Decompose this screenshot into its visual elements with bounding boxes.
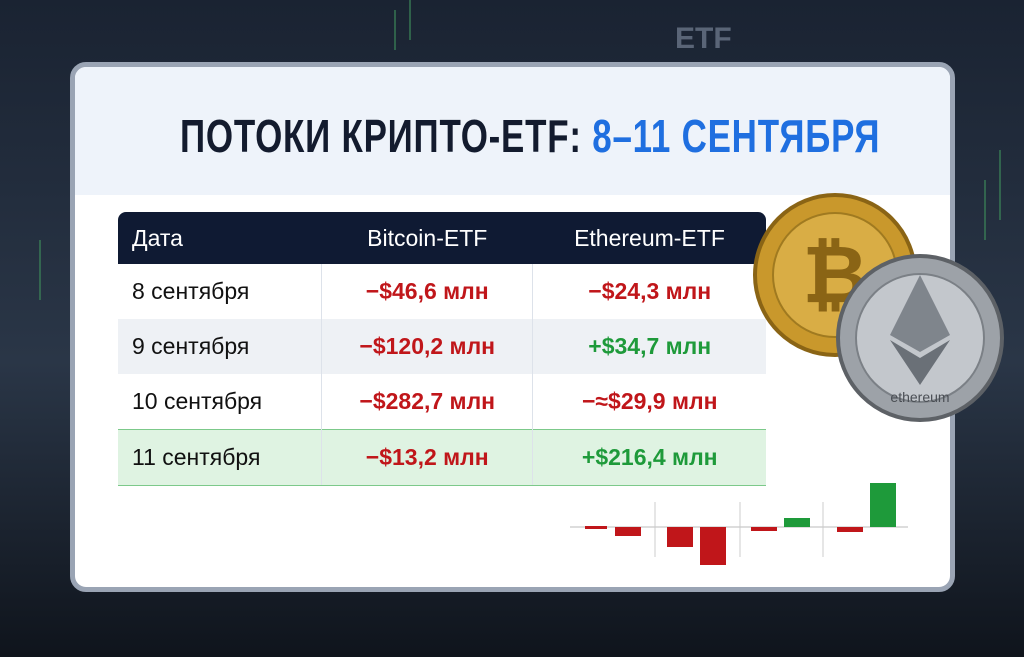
- flow-cell: −$46,6 млн: [320, 264, 533, 319]
- date-cell: 9 сентября: [118, 319, 322, 374]
- title: ПОТОКИ КРИПТО-ETF: 8–11 СЕНТЯБРЯ: [180, 109, 879, 163]
- card-header: [75, 67, 950, 195]
- date-cell: 8 сентября: [132, 278, 250, 304]
- flow-cell: −$13,2 млн: [320, 429, 533, 486]
- flow-cell: −≈$29,9 млн: [532, 374, 766, 430]
- flow-cell: +$34,7 млн: [532, 319, 766, 374]
- flow-cell: −$282,7 млн: [320, 374, 533, 430]
- date-cell: 10 сентября: [132, 388, 263, 414]
- coins: ₿ ethereum: [753, 193, 1004, 422]
- title-text: ПОТОКИ КРИПТО-ETF:: [180, 110, 582, 162]
- flow-cell: −$24,3 млн: [532, 264, 766, 319]
- flows-table: Дата Bitcoin-ETF Ethereum-ETF 8 сентября −$4…: [118, 212, 766, 486]
- table-row: 10 сентября −$282,7 млн −≈$29,9 млн: [118, 374, 766, 430]
- table-row: 8 сентября −$46,6 млн −$24,3 млн: [118, 264, 766, 319]
- mini-bars: [570, 483, 908, 565]
- header-row: Дата Bitcoin-ETF Ethereum-ETF: [118, 212, 766, 264]
- background-label: ETF: [675, 22, 732, 55]
- date-cell: 11 сентября: [118, 429, 322, 486]
- table-row: 11 сентября −$13,2 млн +$216,4 млн: [118, 429, 766, 486]
- coin-label: ethereum: [890, 389, 949, 405]
- flow-cell: +$216,4 млн: [532, 429, 766, 486]
- flow-cell: −$120,2 млн: [320, 319, 533, 374]
- table-row: 9 сентября −$120,2 млн +$34,7 млн: [118, 319, 766, 374]
- column-header: Bitcoin-ETF: [321, 212, 533, 264]
- column-header: Ethereum-ETF: [532, 212, 766, 264]
- column-header: Дата: [118, 212, 322, 264]
- title-highlight: 8–11 СЕНТЯБРЯ: [592, 110, 881, 162]
